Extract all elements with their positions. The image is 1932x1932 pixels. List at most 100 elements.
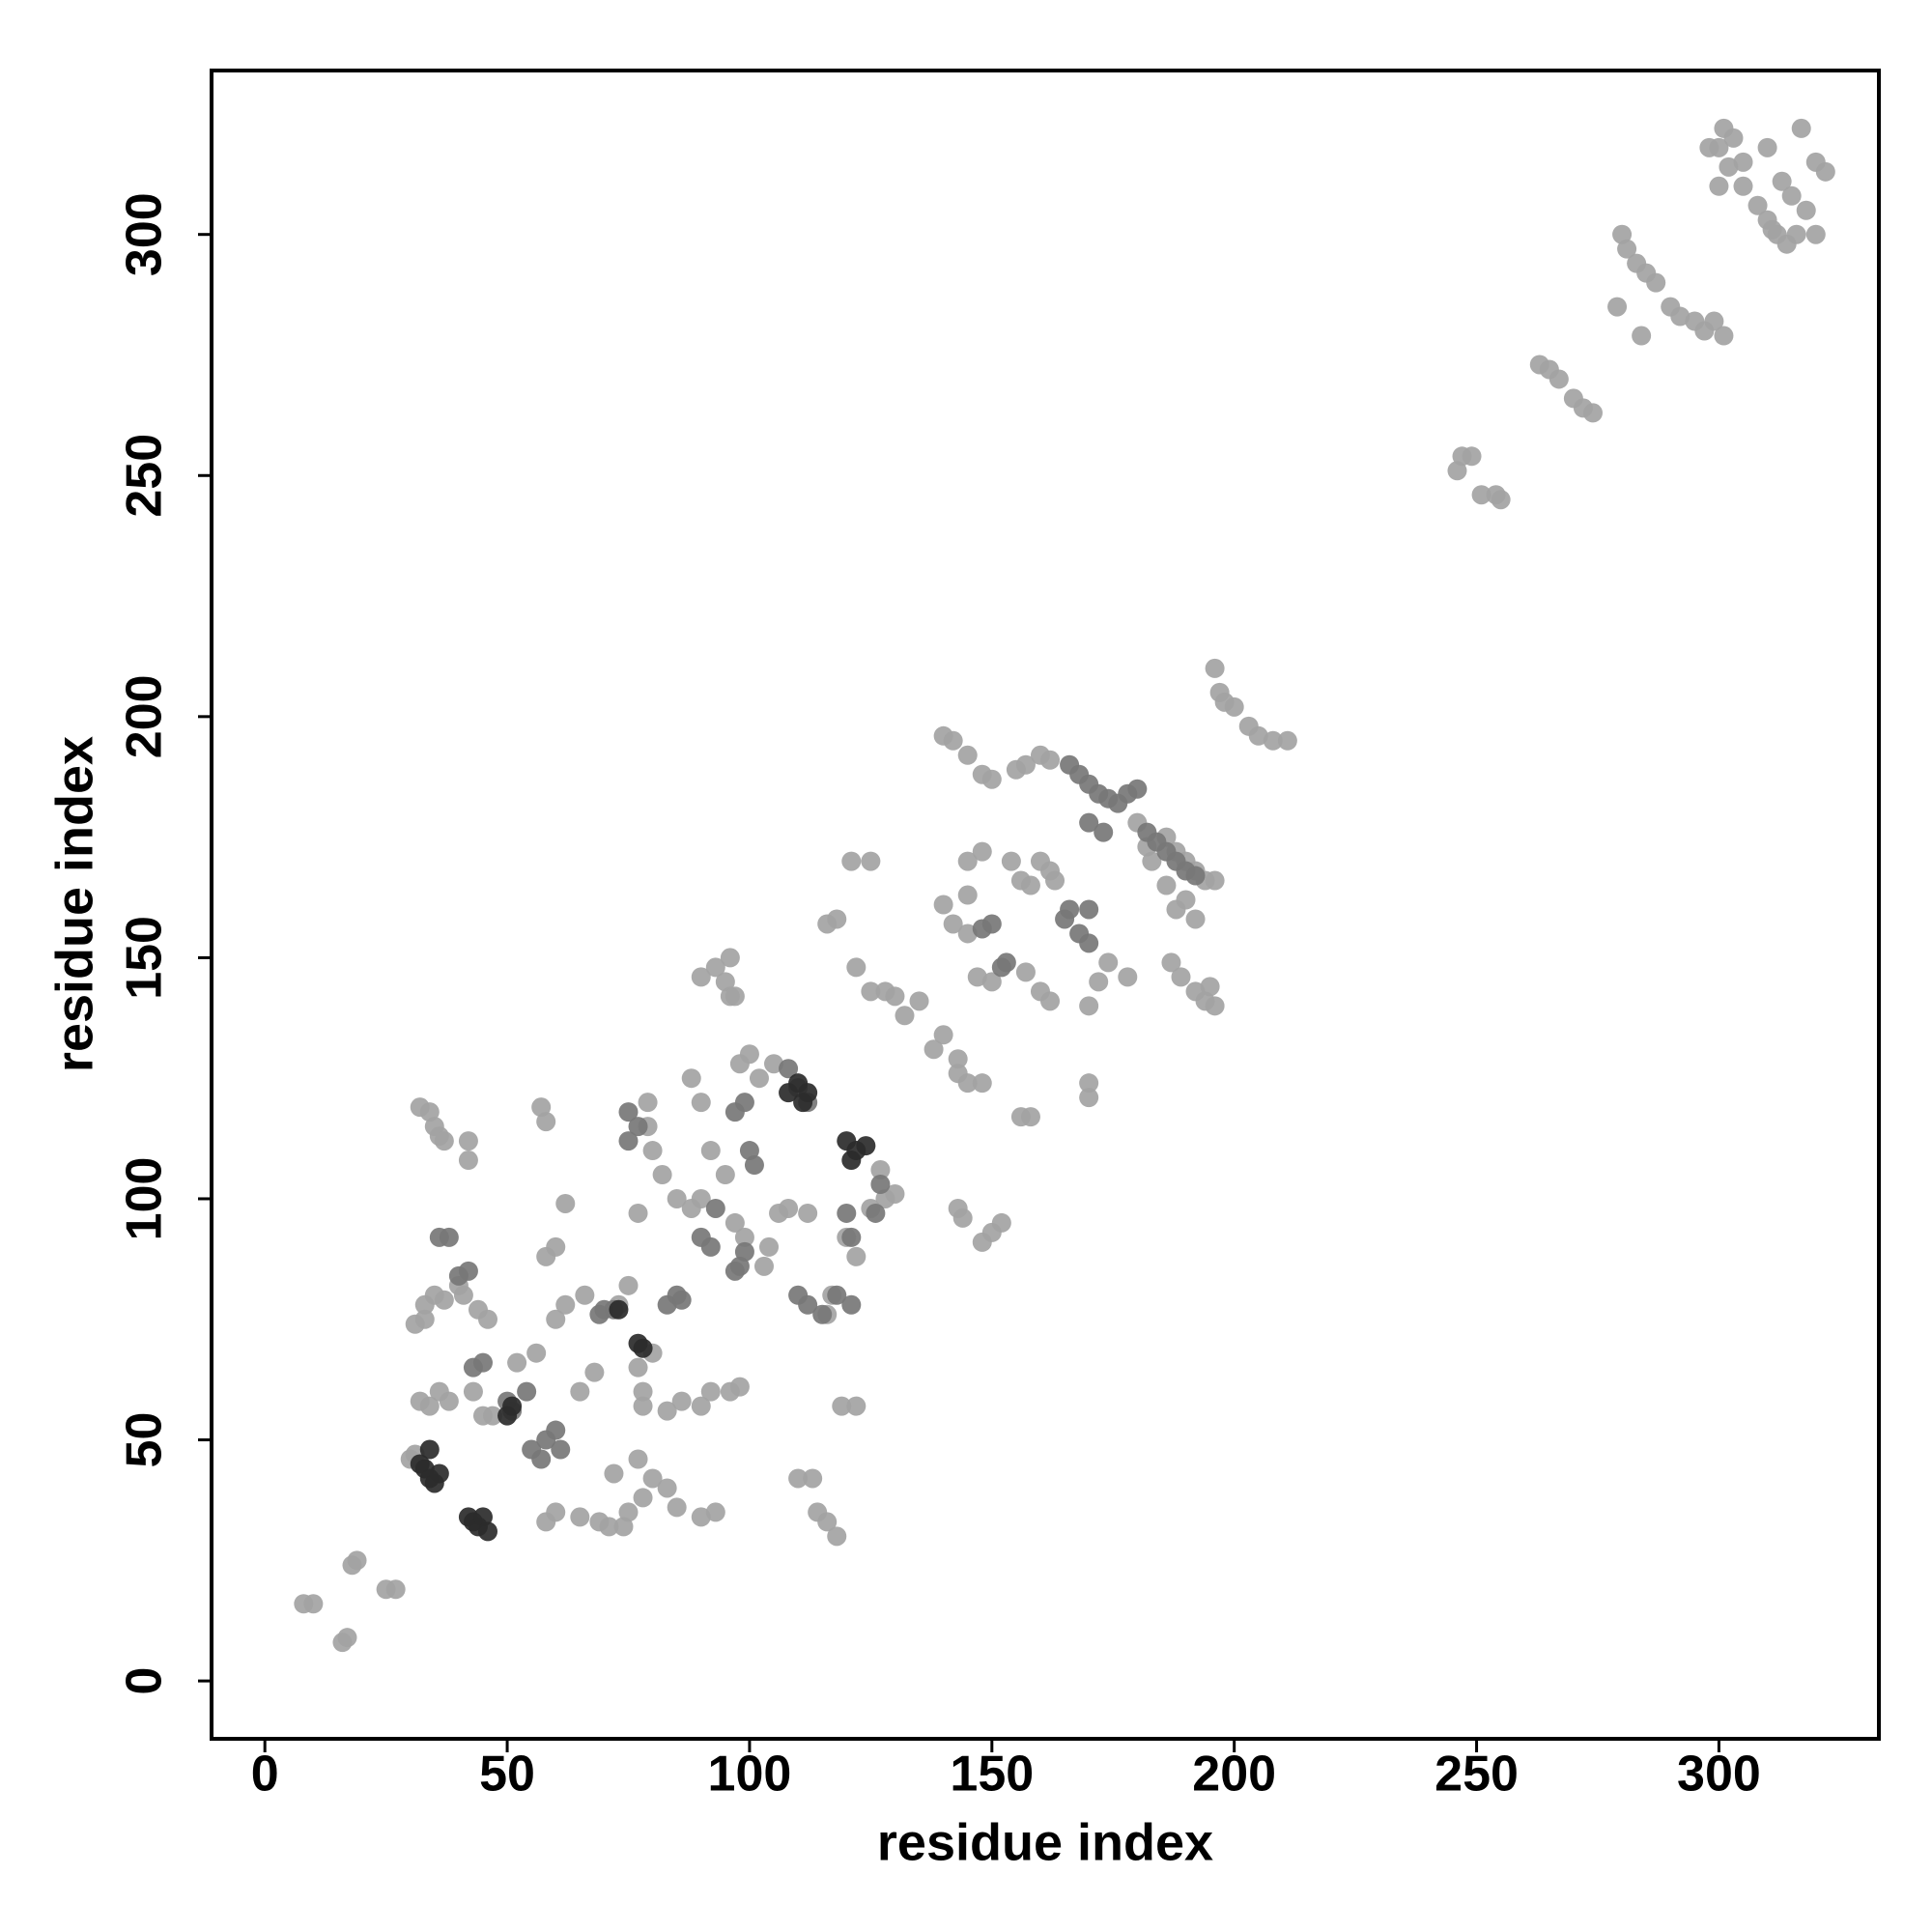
point — [439, 1227, 459, 1247]
point — [909, 991, 929, 1011]
y-tick-label: 50 — [117, 1412, 173, 1468]
point — [861, 981, 881, 1002]
y-tick-label: 300 — [117, 192, 173, 276]
point — [342, 1555, 362, 1576]
point — [779, 1083, 799, 1103]
x-tick-label: 50 — [479, 1747, 535, 1803]
point — [1762, 219, 1782, 240]
point — [691, 1396, 711, 1416]
point — [337, 1628, 357, 1648]
point — [957, 923, 978, 944]
point — [769, 1203, 789, 1223]
point — [957, 745, 978, 765]
point — [507, 1352, 527, 1373]
point — [972, 1073, 992, 1094]
point — [628, 1449, 648, 1469]
point — [715, 1165, 735, 1185]
point — [952, 1208, 973, 1228]
point — [652, 1165, 672, 1185]
point — [753, 1256, 774, 1276]
point — [575, 1285, 595, 1305]
point — [895, 1006, 915, 1026]
point — [1079, 812, 1099, 833]
point — [477, 1309, 497, 1329]
point — [1781, 185, 1802, 206]
y-tick-label: 200 — [117, 674, 173, 758]
point — [589, 1304, 610, 1324]
point — [1185, 866, 1206, 886]
point — [1719, 156, 1739, 177]
point — [551, 1439, 571, 1460]
point — [667, 1188, 687, 1208]
point — [759, 1236, 780, 1257]
point — [1020, 875, 1040, 895]
point — [1772, 171, 1792, 191]
point — [1205, 658, 1225, 678]
point — [870, 1160, 891, 1180]
point — [705, 1198, 725, 1218]
point — [1205, 870, 1225, 891]
point — [866, 1203, 886, 1223]
point — [1263, 730, 1283, 751]
point — [1277, 730, 1297, 751]
y-tick-label: 100 — [117, 1157, 173, 1241]
y-tick-label: 150 — [117, 916, 173, 1000]
point — [463, 1381, 483, 1402]
point — [1462, 446, 1482, 467]
point — [1582, 403, 1603, 423]
point — [303, 1594, 324, 1614]
x-tick-label: 250 — [1435, 1747, 1519, 1803]
point — [1723, 128, 1744, 148]
point — [832, 1396, 852, 1416]
point — [546, 1420, 566, 1440]
point — [957, 851, 978, 871]
point — [502, 1396, 523, 1416]
point — [555, 1193, 576, 1213]
point — [764, 1054, 784, 1074]
point — [1079, 1073, 1099, 1094]
point — [700, 1236, 721, 1257]
point — [1171, 967, 1191, 987]
point — [609, 1299, 629, 1320]
point — [458, 1261, 478, 1281]
point — [1040, 991, 1061, 1011]
point — [817, 1512, 838, 1532]
point — [1089, 972, 1109, 992]
point — [841, 1227, 862, 1247]
point — [846, 1246, 867, 1266]
point — [1791, 118, 1811, 138]
point — [1045, 870, 1065, 891]
point — [933, 1025, 953, 1045]
point — [1079, 933, 1099, 953]
point — [885, 986, 905, 1007]
point — [1491, 490, 1511, 510]
point — [1200, 977, 1220, 997]
point — [589, 1512, 610, 1532]
point — [861, 851, 881, 871]
point — [483, 1406, 503, 1426]
point — [671, 1290, 692, 1310]
point — [1224, 696, 1244, 717]
point — [972, 841, 992, 862]
point — [546, 1502, 566, 1522]
point — [957, 1073, 978, 1094]
point — [856, 1136, 876, 1156]
point — [642, 1468, 663, 1489]
point — [681, 1068, 701, 1089]
point — [705, 1502, 725, 1522]
point — [618, 1275, 639, 1295]
point — [1757, 137, 1777, 157]
point — [1786, 224, 1806, 244]
point — [1733, 152, 1753, 172]
point — [1607, 297, 1628, 317]
point — [1161, 952, 1181, 973]
point — [812, 1304, 833, 1324]
point — [700, 1381, 721, 1402]
point — [405, 1314, 425, 1334]
point — [691, 1188, 711, 1208]
point — [657, 1401, 677, 1421]
point — [1098, 952, 1119, 973]
point — [720, 948, 740, 968]
point — [923, 1039, 944, 1060]
point — [434, 1131, 454, 1151]
